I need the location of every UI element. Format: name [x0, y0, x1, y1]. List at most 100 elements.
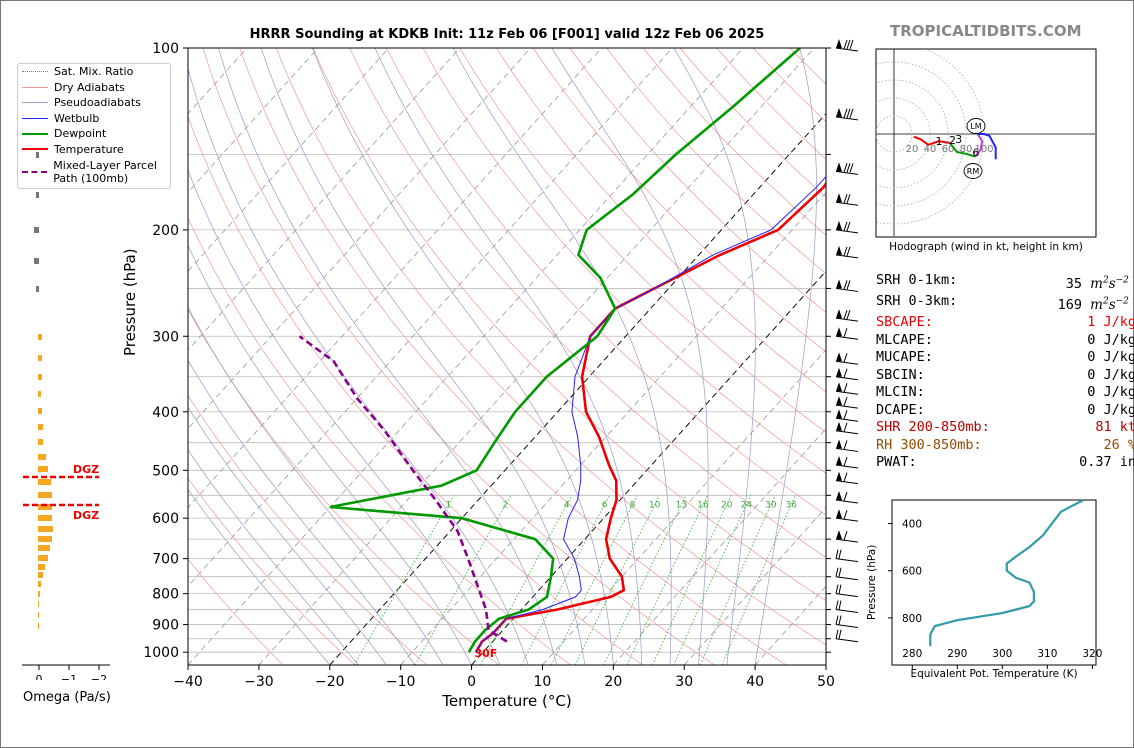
- mixing-ratio-label: 13: [676, 501, 687, 511]
- isotherm-line: [188, 48, 248, 115]
- wind-barb: [835, 629, 859, 643]
- omega-bar: [34, 227, 39, 233]
- y-axis-label: Pressure (hPa): [121, 248, 139, 356]
- pseudoadiabat: [188, 489, 331, 665]
- skewt-plot-area: 1 2 4 6 8 10 13 16 20 24 30 36: [188, 48, 826, 665]
- omega-bar: [38, 454, 46, 460]
- x-axis-label: Temperature (°C): [442, 692, 572, 710]
- legend-swatch: [22, 86, 48, 88]
- legend-swatch: [22, 71, 48, 73]
- omega-tick-label: −2: [91, 673, 107, 680]
- dry-adiabat: [188, 115, 643, 665]
- legend-item: Dry Adiabats: [18, 80, 170, 96]
- wind-barb: [835, 279, 859, 292]
- theta-e-frame: [891, 499, 1097, 666]
- omega-bar: [36, 192, 39, 198]
- stat-label: MUCAPE:: [876, 349, 933, 365]
- isotherm-line: [542, 349, 826, 665]
- theta-e-y-label: Pressure (hPa): [866, 544, 878, 620]
- legend-item: Sat. Mix. Ratio: [18, 64, 170, 80]
- dry-adiabat: [496, 48, 826, 393]
- mixing-ratio-label: 4: [564, 501, 570, 511]
- storm-motion-marker: [963, 163, 983, 179]
- mixing-ratio-line: [353, 495, 455, 665]
- hodograph-height-label: 6: [972, 147, 979, 160]
- legend-swatch: [22, 132, 48, 135]
- series-mixed-layer-parcel-path-mb: [298, 335, 508, 643]
- dry-adiabat: [275, 48, 826, 646]
- wind-barb: [835, 600, 859, 614]
- omega-bar: [38, 492, 52, 498]
- stat-label: DCAPE:: [876, 401, 925, 418]
- wind-barb: [835, 162, 859, 175]
- freezing-isotherm: [471, 270, 826, 665]
- omega-bar: [38, 374, 42, 380]
- wind-barb: [835, 39, 859, 52]
- omega-bar: [36, 152, 39, 158]
- stat-label: SBCAPE:: [876, 314, 933, 330]
- pseudoadiabat: [218, 48, 557, 665]
- mixing-ratio-line: [603, 495, 687, 665]
- hodograph-ring: [876, 79, 949, 189]
- stat-value: 0 J/kg: [1087, 366, 1134, 383]
- pseudoadiabat: [188, 406, 387, 665]
- stat-value: 0 J/kg: [1087, 349, 1134, 365]
- legend-label: Wetbulb: [54, 111, 100, 125]
- legend-swatch: [22, 171, 48, 173]
- omega-bar: [38, 555, 48, 561]
- pseudoadiabat: [188, 169, 501, 665]
- omega-bar: [38, 439, 43, 445]
- legend-swatch: [22, 148, 48, 151]
- mixing-ratio-label: 10: [649, 501, 661, 511]
- isotherm-line: [188, 48, 744, 665]
- y-tick-label: 800: [152, 587, 179, 603]
- dgz-label-top: DGZ: [73, 463, 100, 476]
- stat-label: MLCAPE:: [876, 331, 933, 348]
- hodograph-panel: 2040608010012369LMRM: [875, 48, 1097, 238]
- hodograph-segment-0-1km: [913, 135, 929, 146]
- wind-barb: [835, 567, 859, 581]
- x-tick-label: −10: [386, 674, 416, 690]
- stat-label: MLCIN:: [876, 384, 925, 400]
- wind-barb: [835, 309, 859, 322]
- wind-barb: [835, 615, 859, 629]
- stat-row: DCAPE: 0 J/kg: [876, 402, 1134, 420]
- hodograph-ring: [876, 97, 931, 171]
- series-dewpoint: [329, 48, 801, 653]
- theta-e-x-tick-label: 290: [947, 648, 967, 660]
- theta-e-y-tick-label: 800: [902, 613, 922, 625]
- x-tick-label: 10: [534, 674, 552, 690]
- pseudoadiabat: [188, 449, 359, 665]
- omega-bar: [38, 391, 41, 397]
- isotherm-line: [188, 48, 319, 194]
- hodograph-caption: Hodograph (wind in kt, height in km): [889, 241, 1083, 253]
- wind-barb: [835, 509, 859, 522]
- legend-label: Dry Adiabats: [54, 80, 125, 94]
- wind-barb: [835, 421, 859, 435]
- hodograph-frame: [875, 48, 1097, 238]
- dry-adiabat: [188, 217, 571, 665]
- theta-e-x-label: Equivalent Pot. Temperature (K): [910, 668, 1078, 680]
- mixing-ratio-line: [480, 495, 573, 665]
- omega-bar: [38, 601, 39, 607]
- omega-bar: [38, 536, 52, 542]
- legend-item: Wetbulb: [18, 111, 170, 127]
- legend-label: Temperature: [54, 142, 124, 156]
- hodograph-segment-9-12km: [977, 133, 997, 160]
- omega-bar: [38, 355, 42, 361]
- wind-barb: [835, 396, 859, 409]
- stat-row: SRH 0-1km: 35 m2s−2: [876, 272, 1134, 293]
- omega-bar: [38, 564, 45, 570]
- dry-adiabat: [188, 308, 500, 665]
- stat-row: PWAT: 0.37 in: [876, 454, 1134, 472]
- y-tick-label: 500: [152, 463, 179, 479]
- isotherm-line: [188, 48, 673, 587]
- omega-bar: [34, 258, 39, 264]
- x-tick-label: −20: [315, 674, 345, 690]
- legend-swatch: [22, 117, 48, 119]
- isotherm-line: [188, 48, 602, 509]
- pseudoadiabat: [312, 48, 614, 665]
- x-tick-label: −40: [173, 674, 203, 690]
- hodograph-ring: [876, 115, 913, 153]
- theta-e-y-tick-label: 400: [902, 519, 922, 531]
